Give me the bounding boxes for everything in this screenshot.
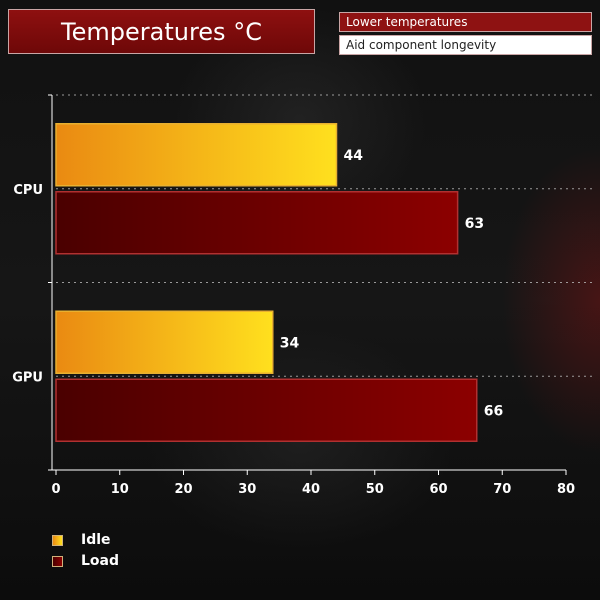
legend-swatch-load <box>52 555 63 567</box>
chart-title: Temperatures °C <box>8 9 315 54</box>
legend-label-load: Load <box>81 553 120 569</box>
x-tick-label: 50 <box>366 482 384 497</box>
x-tick-label: 10 <box>111 482 129 497</box>
value-label-gpu-load: 66 <box>484 403 503 419</box>
value-labels: 44 63 34 66 <box>280 148 503 420</box>
bar-gpu-load <box>55 378 478 442</box>
category-label-gpu: GPU <box>12 370 43 385</box>
x-tick-label: 70 <box>493 482 511 497</box>
bars <box>55 123 478 442</box>
legend-swatch-idle <box>52 534 63 546</box>
category-label-cpu: CPU <box>13 183 43 198</box>
x-tick-label: 30 <box>238 482 256 497</box>
x-tick-label: 0 <box>51 482 60 497</box>
tag-lower-temperatures: Lower temperatures <box>339 12 592 32</box>
bar-cpu-load <box>55 191 459 255</box>
legend-item-load: Load <box>52 553 119 569</box>
x-tick-label: 80 <box>557 482 575 497</box>
x-tick-label: 40 <box>302 482 320 497</box>
bar-gpu-idle <box>55 310 274 374</box>
value-label-gpu-idle: 34 <box>280 335 300 351</box>
legend-item-idle: Idle <box>52 532 111 548</box>
x-tick-label: 60 <box>429 482 447 497</box>
value-label-cpu-load: 63 <box>465 216 484 232</box>
tag-aid-component-longevity: Aid component longevity <box>339 35 592 55</box>
bar-cpu-idle <box>55 123 338 187</box>
x-tick-label: 20 <box>174 482 192 497</box>
legend-label-idle: Idle <box>81 532 111 548</box>
value-label-cpu-idle: 44 <box>344 148 364 164</box>
axes: CPU GPU 0 10 20 30 40 50 60 70 80 <box>12 94 575 497</box>
